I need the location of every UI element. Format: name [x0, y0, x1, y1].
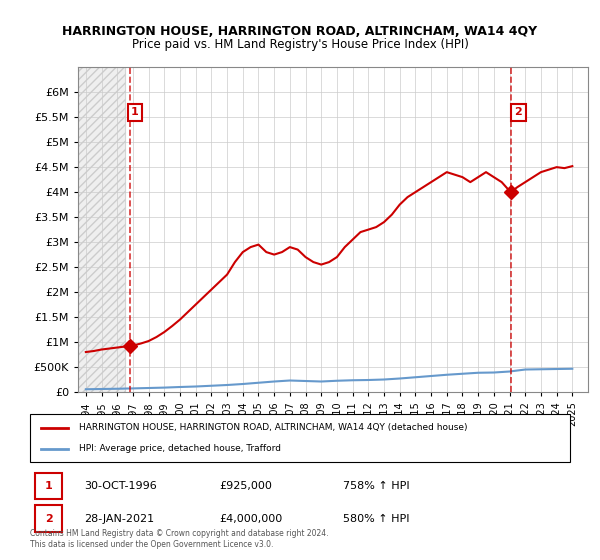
Bar	[78, 67, 125, 392]
Text: 2: 2	[45, 514, 53, 524]
Text: 28-JAN-2021: 28-JAN-2021	[84, 514, 154, 524]
FancyBboxPatch shape	[35, 505, 62, 532]
Text: 2: 2	[515, 107, 523, 117]
Text: £925,000: £925,000	[219, 481, 272, 491]
Text: Contains HM Land Registry data © Crown copyright and database right 2024.
This d: Contains HM Land Registry data © Crown c…	[30, 529, 329, 549]
Text: HARRINGTON HOUSE, HARRINGTON ROAD, ALTRINCHAM, WA14 4QY (detached house): HARRINGTON HOUSE, HARRINGTON ROAD, ALTRI…	[79, 423, 467, 432]
Bar	[78, 67, 125, 392]
Text: 30-OCT-1996: 30-OCT-1996	[84, 481, 157, 491]
Text: 1: 1	[45, 481, 53, 491]
Text: £4,000,000: £4,000,000	[219, 514, 282, 524]
Text: 758% ↑ HPI: 758% ↑ HPI	[343, 481, 410, 491]
Text: HARRINGTON HOUSE, HARRINGTON ROAD, ALTRINCHAM, WA14 4QY: HARRINGTON HOUSE, HARRINGTON ROAD, ALTRI…	[62, 25, 538, 38]
Text: HPI: Average price, detached house, Trafford: HPI: Average price, detached house, Traf…	[79, 444, 281, 453]
FancyBboxPatch shape	[35, 473, 62, 499]
Text: Price paid vs. HM Land Registry's House Price Index (HPI): Price paid vs. HM Land Registry's House …	[131, 38, 469, 51]
Text: 1: 1	[131, 107, 139, 117]
FancyBboxPatch shape	[30, 414, 570, 462]
Text: 580% ↑ HPI: 580% ↑ HPI	[343, 514, 410, 524]
